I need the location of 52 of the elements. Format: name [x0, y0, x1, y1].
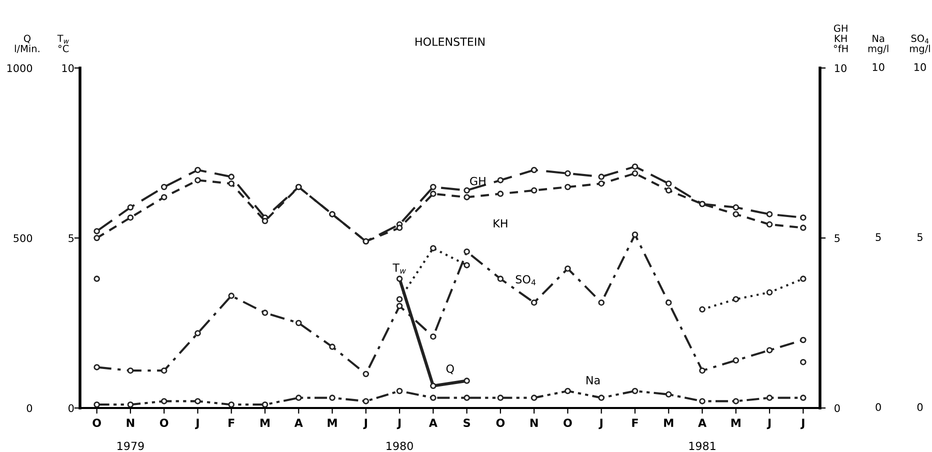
x-tick-label: O	[564, 418, 572, 428]
y2-tick-label: 0	[68, 404, 74, 412]
x-tick-label: S	[464, 418, 470, 428]
x-tick-label: M	[260, 418, 270, 427]
y-tick-label: 500	[14, 234, 32, 242]
x-tick-label: N	[530, 418, 538, 427]
x-tick-label: J	[598, 418, 602, 430]
x-tick-label: M	[328, 418, 337, 427]
text: KH	[494, 219, 508, 228]
x-tick-label: M	[664, 418, 674, 427]
series-label: SO$_{4}$	[516, 275, 536, 286]
y3-tick-label: 0	[834, 404, 840, 412]
text: 10	[914, 63, 926, 72]
text: 0	[917, 403, 923, 412]
text: 0	[876, 403, 881, 412]
y-tick-label: 0	[26, 404, 32, 412]
x-tick-label: F	[632, 418, 638, 427]
text: 1980	[386, 442, 413, 450]
x-tick-label: O	[92, 418, 101, 428]
y2-tick-label: 5	[68, 234, 74, 242]
text: 1979	[118, 442, 144, 450]
text: 5	[917, 233, 922, 242]
y-axis-title: Q l/Min.	[14, 34, 40, 53]
x-tick-label: J	[800, 418, 804, 430]
text: SO$_{4}$ mg/l	[910, 34, 930, 54]
x-tick-label: N	[126, 418, 134, 427]
x-tick-label: J	[396, 418, 401, 430]
chart-title: HOLENSTEIN	[416, 38, 484, 46]
y3-axis-title: GH KH °fH	[834, 24, 848, 52]
x-tick-label: A	[428, 418, 438, 427]
text: 10	[872, 63, 884, 72]
series-label: T$_{w}$	[392, 264, 406, 274]
x-tick-label: O	[160, 418, 168, 428]
y3-tick-label: 10	[835, 64, 846, 72]
text: 1981	[689, 442, 716, 450]
text: 5	[876, 233, 881, 242]
y2-axis-title: T$_{w}$ °C	[57, 34, 69, 52]
text: Na mg/l	[868, 34, 888, 54]
x-tick-label: J	[363, 418, 367, 430]
y3-tick-label: 5	[834, 234, 840, 242]
x-tick-label: O	[496, 418, 505, 428]
series-label: Na	[586, 376, 600, 384]
y2-tick-label: 10	[62, 64, 74, 72]
x-tick-label: A	[698, 418, 707, 427]
series-label: GH	[470, 176, 486, 186]
series-label: Q	[446, 364, 454, 374]
y-tick-label: 1000	[7, 64, 32, 72]
x-tick-label: M	[731, 418, 740, 427]
x-tick-label: J	[766, 418, 771, 430]
x-tick-label: J	[195, 418, 199, 430]
x-tick-label: F	[228, 418, 234, 427]
x-tick-label: A	[294, 418, 303, 427]
